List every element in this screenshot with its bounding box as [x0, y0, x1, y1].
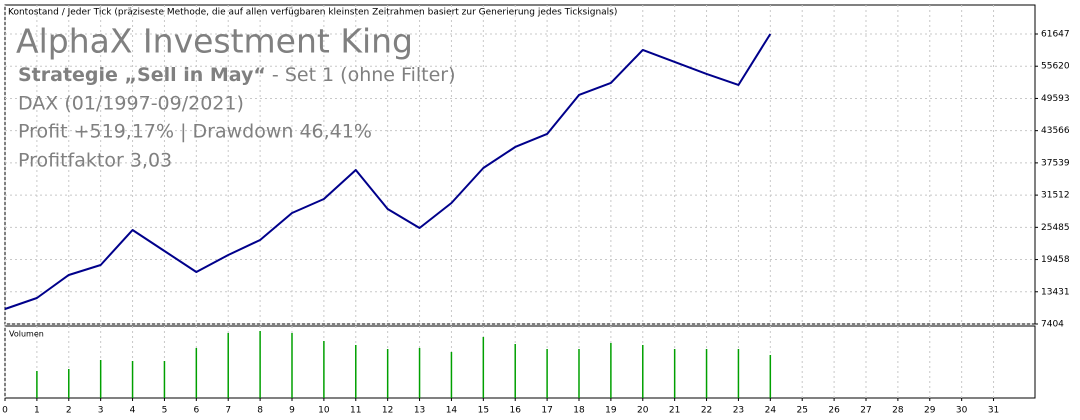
chart-title: AlphaX Investment King: [16, 22, 413, 61]
x-tick-label: 26: [828, 406, 840, 416]
y-tick-label: 49593: [1041, 94, 1070, 104]
marks: [4, 33, 772, 398]
x-tick-label: 15: [478, 406, 489, 416]
x-tick-label: 1: [34, 406, 40, 416]
x-tick-label: 5: [162, 406, 168, 416]
x-tick-label: 27: [860, 406, 871, 416]
x-tick-label: 6: [193, 406, 199, 416]
x-tick-label: 8: [257, 406, 263, 416]
caption: Kontostand / Jeder Tick (präziseste Meth…: [8, 8, 617, 18]
y-tick-label: 55620: [1041, 62, 1070, 72]
x-tick-label: 12: [382, 406, 393, 416]
annotation: Profitfaktor 3,03: [18, 150, 172, 172]
annotation: DAX (01/1997-09/2021): [18, 93, 244, 115]
x-tick-label: 22: [701, 406, 712, 416]
x-tick-label: 4: [130, 406, 136, 416]
x-tick-label: 0: [2, 406, 8, 416]
x-tick-label: 23: [733, 406, 744, 416]
x-tick-label: 30: [956, 406, 968, 416]
x-tick-label: 3: [98, 406, 104, 416]
x-tick-label: 17: [541, 406, 552, 416]
volume-panel: [4, 325, 1036, 399]
x-tick-label: 29: [924, 406, 936, 416]
x-tick-label: 11: [350, 406, 361, 416]
x-tick-label: 25: [796, 406, 807, 416]
x-tick-label: 24: [765, 406, 777, 416]
y-tick-label: 31512: [1041, 191, 1070, 201]
y-tick-label: 19458: [1041, 255, 1070, 265]
x-tick-label: 18: [573, 406, 585, 416]
x-tick-label: 7: [225, 406, 231, 416]
x-tick-label: 16: [509, 406, 521, 416]
x-tick-label: 28: [892, 406, 904, 416]
x-tick-label: 19: [605, 406, 617, 416]
y-tick-label: 7404: [1041, 320, 1064, 330]
x-tick-label: 20: [637, 406, 649, 416]
subtitle: Strategie „Sell in May“ - Set 1 (ohne Fil…: [18, 64, 456, 86]
x-tick-label: 10: [318, 406, 330, 416]
x-tick-label: 13: [414, 406, 425, 416]
subtitle-rest: - Set 1 (ohne Filter): [272, 64, 456, 86]
annotation: Profit +519,17% | Drawdown 46,41%: [18, 121, 372, 143]
y-tick-label: 13431: [1041, 287, 1070, 297]
x-tick-label: 21: [669, 406, 680, 416]
y-tick-label: 61647: [1041, 29, 1070, 39]
x-tick-label: 2: [66, 406, 72, 416]
y-tick-label: 43566: [1041, 126, 1070, 136]
balance-line: [4, 33, 772, 310]
y-tick-label: 25485: [1041, 223, 1070, 233]
volume-title: Volumen: [9, 330, 44, 339]
x-tick-label: 31: [988, 406, 999, 416]
subtitle-bold: Strategie „Sell in May“: [18, 64, 266, 86]
x-tick-label: 14: [446, 406, 458, 416]
x-tick-label: 9: [289, 406, 295, 416]
y-tick-label: 37539: [1041, 158, 1070, 168]
main-panel: [4, 4, 1036, 325]
